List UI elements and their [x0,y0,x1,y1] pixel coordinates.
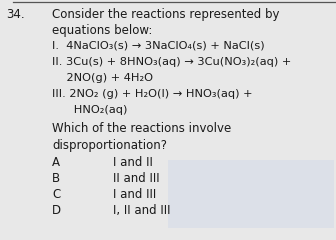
Text: HNO₂(aq): HNO₂(aq) [52,105,127,115]
Text: 34.: 34. [6,8,25,21]
Text: II and III: II and III [113,172,159,185]
FancyBboxPatch shape [168,160,334,228]
Text: B: B [52,172,60,185]
Text: III. 2NO₂ (g) + H₂O(l) → HNO₃(aq) +: III. 2NO₂ (g) + H₂O(l) → HNO₃(aq) + [52,89,253,99]
Text: II. 3Cu(s) + 8HNO₃(aq) → 3Cu(NO₃)₂(aq) +: II. 3Cu(s) + 8HNO₃(aq) → 3Cu(NO₃)₂(aq) + [52,57,291,67]
Text: equations below:: equations below: [52,24,153,37]
Text: D: D [52,204,61,217]
Text: I, II and III: I, II and III [113,204,170,217]
Text: I.  4NaClO₃(s) → 3NaClO₄(s) + NaCl(s): I. 4NaClO₃(s) → 3NaClO₄(s) + NaCl(s) [52,40,265,50]
Text: Consider the reactions represented by: Consider the reactions represented by [52,8,280,21]
Text: I and III: I and III [113,188,156,201]
Text: I and II: I and II [113,156,153,169]
Text: A: A [52,156,60,169]
Text: Which of the reactions involve: Which of the reactions involve [52,122,231,135]
Text: disproportionation?: disproportionation? [52,139,167,152]
Text: C: C [52,188,60,201]
Text: 2NO(g) + 4H₂O: 2NO(g) + 4H₂O [52,73,153,83]
